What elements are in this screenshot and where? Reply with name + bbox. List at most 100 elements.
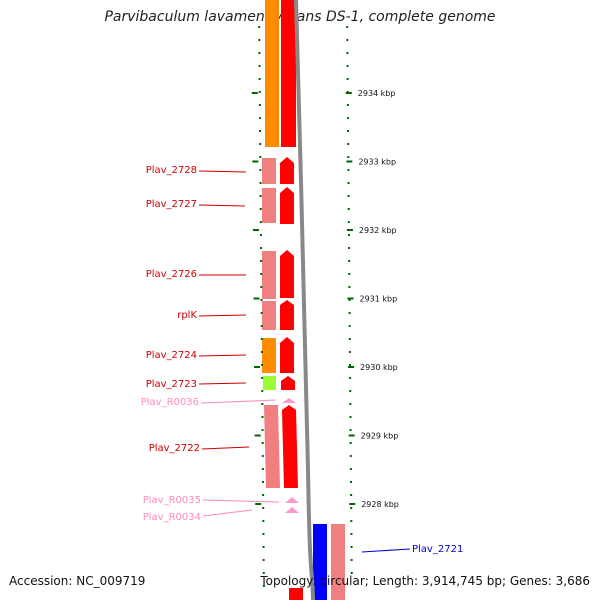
gene-label-leader <box>198 204 246 207</box>
guide-dot <box>262 585 265 587</box>
gene-label[interactable]: Plav_2727 <box>146 199 197 210</box>
gene-label-leader <box>198 170 247 173</box>
gene-label-leader <box>201 446 250 450</box>
guide-dot <box>261 416 264 418</box>
guide-dot <box>346 104 349 106</box>
guide-dot <box>348 260 351 262</box>
rna-arrow-plav-r0036[interactable] <box>282 398 296 403</box>
guide-dot <box>347 221 350 223</box>
guide-dot <box>348 351 351 353</box>
gene-block-orange-top[interactable] <box>265 0 279 147</box>
gene-label[interactable]: Plav_2726 <box>146 269 197 280</box>
gene-arrow-plav-2722[interactable] <box>282 405 298 488</box>
scale-ticks: 2934 kbp 2933 kbp 2932 kbp 2931 kbp 2930 kbp… <box>251 89 399 509</box>
guide-dot <box>350 481 353 483</box>
gene-label[interactable]: Plav_2721 <box>412 544 463 555</box>
guide-dot <box>260 299 263 301</box>
scale-tick-label: 2929 kbp <box>361 432 399 441</box>
guide-dot <box>349 403 352 405</box>
guide-dot <box>349 455 352 457</box>
guide-dot <box>261 442 264 444</box>
scale-tick-mark <box>346 160 353 163</box>
gene-block-red-bottom[interactable] <box>289 588 303 600</box>
guide-dot <box>259 143 262 145</box>
guide-dot <box>260 260 263 262</box>
guide-dot <box>259 182 262 184</box>
gene-block-red-top[interactable] <box>281 0 296 147</box>
scale-tick-mark <box>349 503 356 505</box>
map-title: Parvibaculum lavamentivorans DS-1, compl… <box>104 9 496 25</box>
gene-arrow-plav-2726[interactable] <box>280 250 294 298</box>
gene-label-leader <box>200 399 277 404</box>
guide-dot <box>348 286 351 288</box>
guide-dot <box>349 390 352 392</box>
scale-tick-label: 2928 kbp <box>361 500 399 509</box>
guide-dot <box>261 468 264 470</box>
guide-dot <box>258 52 261 54</box>
gene-block-plav-2721-blue[interactable] <box>313 524 327 600</box>
scale-tick-mark-left <box>252 160 259 163</box>
guide-dot <box>262 572 265 574</box>
gene-arrow-plav-2723[interactable] <box>281 376 295 390</box>
scale-tick-mark <box>348 366 355 368</box>
gene-label-leader <box>361 548 411 553</box>
guide-dot <box>346 39 349 41</box>
accession-text: Accession: NC_009719 <box>9 574 146 588</box>
gene-block-plav-2722-salmon[interactable] <box>264 405 280 488</box>
gene-block-plav-2728-salmon[interactable] <box>262 158 276 184</box>
guide-dot <box>348 312 351 314</box>
guide-dot <box>349 416 352 418</box>
gene-label[interactable]: Plav_2723 <box>146 379 197 390</box>
guide-dot <box>261 390 264 392</box>
gene-label[interactable]: Plav_R0034 <box>143 512 201 523</box>
guide-dot <box>258 91 261 93</box>
gene-label[interactable]: rplK <box>177 310 197 321</box>
gene-block-plav-2727-salmon[interactable] <box>262 188 276 223</box>
guide-dot <box>349 377 352 379</box>
rna-arrow-plav-r0034[interactable] <box>285 507 299 513</box>
gene-label[interactable]: Plav_R0036 <box>141 397 199 408</box>
guide-dot <box>347 143 350 145</box>
guide-dot <box>262 546 265 548</box>
guide-dot <box>348 273 351 275</box>
gene-arrow-plav-2728[interactable] <box>280 157 294 184</box>
gene-arrow-rplk[interactable] <box>280 300 294 330</box>
guide-dot <box>347 208 350 210</box>
guide-dot <box>262 520 265 522</box>
guide-dot <box>350 494 353 496</box>
guide-dot <box>350 546 353 548</box>
gene-block-plav-2721-salmon[interactable] <box>331 524 345 600</box>
guide-dot <box>346 78 349 80</box>
scale-tick-mark <box>346 229 353 231</box>
gene-arrow-plav-2727[interactable] <box>280 187 294 224</box>
scale-tick-label: 2934 kbp <box>358 89 396 98</box>
gene-label[interactable]: Plav_R0035 <box>143 495 201 506</box>
scale-tick-mark <box>345 92 352 94</box>
gene-arrow-plav-2724[interactable] <box>280 337 294 373</box>
guide-dot <box>347 130 350 132</box>
guide-dot <box>258 26 261 28</box>
dotted-guide-right <box>346 26 353 574</box>
guide-dot <box>260 286 263 288</box>
guide-dot <box>348 299 351 301</box>
gene-label-leader <box>202 509 253 517</box>
rna-arrow-plav-r0035[interactable] <box>285 497 299 503</box>
scale-tick-label: 2930 kbp <box>360 363 398 372</box>
gene-block-plav-2726-salmon[interactable] <box>262 251 276 299</box>
feature-track <box>262 0 345 600</box>
gene-block-rplk-salmon[interactable] <box>262 301 276 330</box>
gene-label[interactable]: Plav_2728 <box>146 165 197 176</box>
gene-labels: Plav_2728 Plav_2727 Plav_2726 rplK Plav_2724… <box>141 165 464 555</box>
guide-dot <box>350 559 353 561</box>
guide-dot <box>262 507 265 509</box>
guide-dot <box>260 338 263 340</box>
gene-block-plav-2724-orange[interactable] <box>262 338 276 373</box>
guide-dot <box>260 351 263 353</box>
genome-backbone <box>294 0 315 600</box>
guide-dot <box>262 533 265 535</box>
gene-block-plav-2723-green[interactable] <box>263 376 276 390</box>
gene-label[interactable]: Plav_2724 <box>146 350 197 361</box>
gene-label[interactable]: Plav_2722 <box>149 443 200 454</box>
scale-tick-mark <box>348 434 355 437</box>
topology-text: Topology: circular; Length: 3,914,745 bp… <box>260 574 590 588</box>
